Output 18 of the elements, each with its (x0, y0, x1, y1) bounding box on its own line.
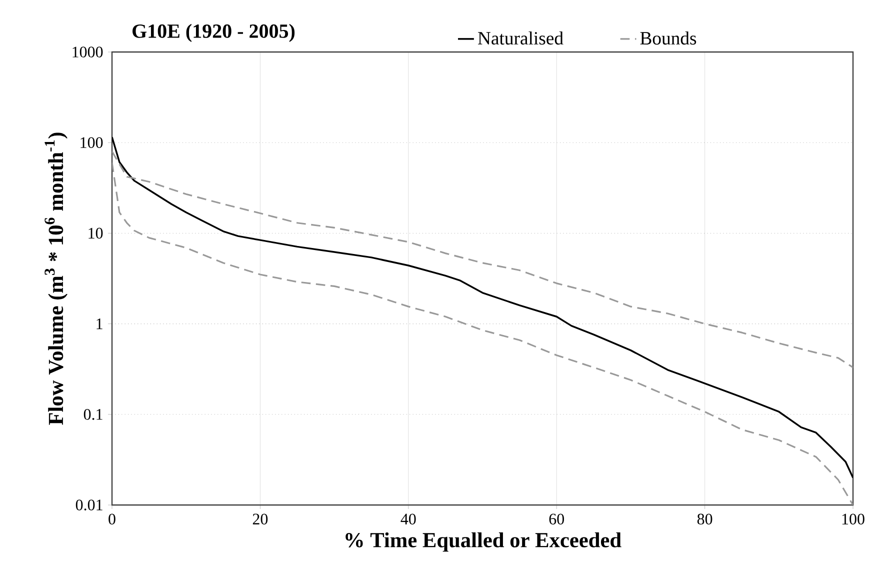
x-tick-label: 0 (108, 514, 116, 524)
y-axis-title: Flow Volume (m$^{3}$ * 10$^{6}$ month$^{-1}$) (44, 132, 68, 425)
y-tick-label: 10 (88, 228, 103, 239)
x-tick-label: 100 (842, 514, 864, 524)
x-tick-label: 60 (549, 514, 564, 524)
x-axis-title: % Time Equalled or Exceeded (346, 532, 622, 552)
chart-title: G10E (1920 - 2005) (132, 24, 295, 42)
y-tick-label: 1000 (72, 46, 103, 58)
legend-label: Bounds (640, 31, 696, 45)
line-series (112, 150, 854, 368)
y-tick-label: 100 (80, 137, 103, 148)
x-tick-label: 40 (400, 514, 416, 524)
y-tick-label: 1 (96, 318, 102, 330)
x-tick-label: 80 (697, 514, 712, 524)
legend-label: Naturalised (478, 31, 564, 45)
y-tick-label: 0.1 (84, 408, 102, 420)
x-tick-label: 20 (252, 514, 268, 524)
y-tick-label: 0.01 (76, 500, 102, 510)
